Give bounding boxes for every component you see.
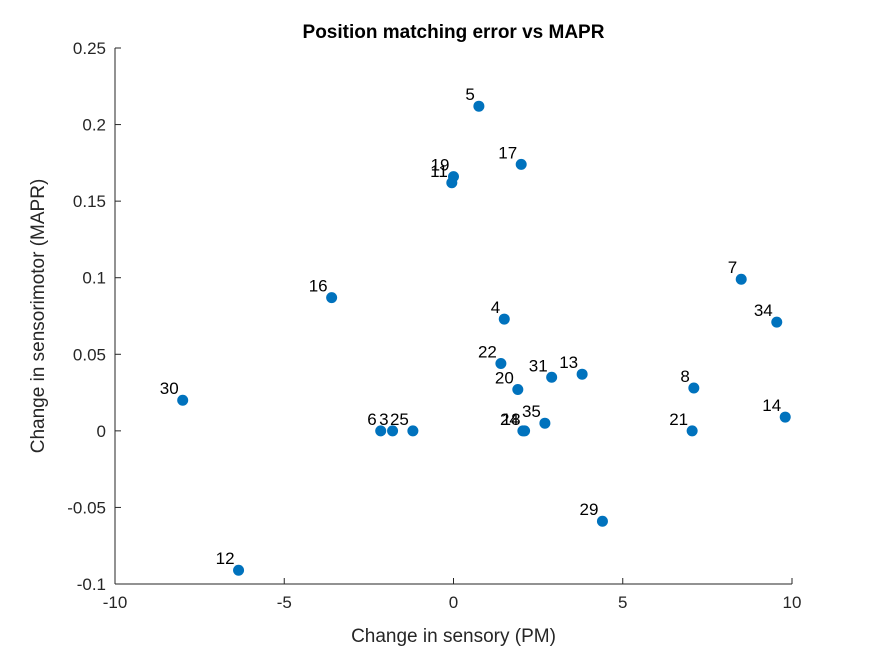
- y-tick-label: 0.1: [82, 269, 106, 288]
- x-tick-label: 0: [449, 593, 458, 612]
- y-axis-ticks: -0.1 -0.05 0 0.05 0.1 0.15 0.2 0.25: [67, 39, 121, 594]
- x-axis-label: Change in sensory (PM): [351, 626, 556, 647]
- data-point: [688, 382, 700, 394]
- data-point-label: 11: [430, 162, 448, 181]
- data-point: [771, 316, 783, 328]
- y-tick-label: -0.1: [77, 575, 106, 594]
- y-tick-label: 0.2: [82, 116, 106, 135]
- data-point: [779, 411, 791, 423]
- data-point: [233, 564, 245, 576]
- data-point: [735, 273, 747, 285]
- data-point: [519, 425, 531, 437]
- data-point: [512, 384, 524, 396]
- data-point-label: 7: [728, 258, 737, 277]
- x-axis-ticks: -10 -5 0 5 10: [103, 578, 802, 612]
- data-point-label: 3: [379, 410, 388, 429]
- data-point: [498, 313, 510, 325]
- data-point-label: 16: [309, 277, 328, 296]
- data-point-label: 21: [669, 410, 688, 429]
- data-point: [686, 425, 698, 437]
- data-point: [177, 394, 189, 406]
- data-point-label: 34: [754, 301, 773, 320]
- data-point-label: 24: [500, 410, 519, 429]
- data-point: [326, 292, 338, 304]
- data-point: [495, 357, 507, 369]
- data-point-label: 4: [491, 298, 500, 317]
- data-point-label: 17: [498, 143, 517, 162]
- data-point-label: 13: [559, 353, 578, 372]
- chart-title: Position matching error vs MAPR: [303, 22, 605, 43]
- plot-area: [115, 48, 792, 584]
- y-tick-label: 0.25: [73, 39, 106, 58]
- data-point: [407, 425, 419, 437]
- data-point-label: 30: [160, 379, 179, 398]
- data-point: [596, 515, 608, 527]
- data-point: [387, 425, 399, 437]
- data-point-label: 5: [465, 85, 474, 104]
- data-point-label: 14: [762, 396, 781, 415]
- data-point: [546, 371, 558, 383]
- data-point: [576, 368, 588, 380]
- data-point-label: 22: [478, 342, 497, 361]
- x-tick-label: 5: [618, 593, 627, 612]
- x-tick-label: -5: [277, 593, 292, 612]
- data-point: [539, 417, 551, 429]
- y-tick-label: 0.05: [73, 345, 106, 364]
- data-point-label: 19: [431, 156, 450, 175]
- data-point-label: 25: [390, 410, 409, 429]
- data-point-label: 8: [680, 367, 689, 386]
- y-tick-label: -0.05: [67, 498, 106, 517]
- data-point-label: 31: [529, 356, 548, 375]
- data-point-label: 20: [495, 369, 514, 388]
- data-point-label: 12: [216, 549, 235, 568]
- data-point-label: 29: [580, 500, 599, 519]
- data-point-label: 6: [367, 410, 376, 429]
- y-axis-label: Change in sensorimotor (MAPR): [28, 179, 49, 454]
- data-point: [473, 100, 485, 112]
- y-tick-label: 0.15: [73, 192, 106, 211]
- data-point: [515, 158, 527, 170]
- y-tick-label: 0: [97, 422, 106, 441]
- data-point-label: 18: [502, 410, 521, 429]
- data-point-label: 35: [522, 402, 541, 421]
- data-point: [375, 425, 387, 437]
- x-tick-label: 10: [783, 593, 802, 612]
- data-point: [446, 177, 458, 189]
- data-points: [177, 100, 791, 576]
- x-tick-label: -10: [103, 593, 128, 612]
